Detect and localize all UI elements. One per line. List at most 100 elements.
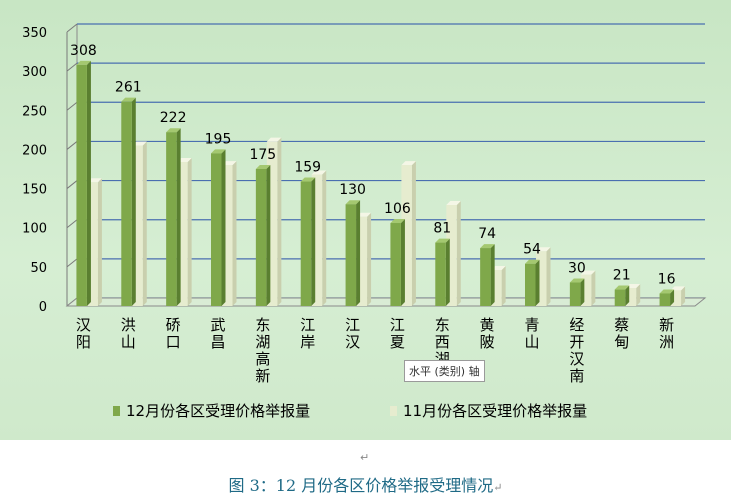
bar-nov-side <box>187 157 192 306</box>
bar-nov-side <box>636 283 641 306</box>
bar-dec <box>659 293 671 306</box>
bar-nov-top <box>222 161 237 166</box>
bar-dec-side <box>625 285 630 306</box>
category-label: 武昌 <box>210 316 225 351</box>
bar-nov-side <box>322 170 327 306</box>
data-label: 81 <box>433 221 451 237</box>
bar-dec-top <box>435 238 450 243</box>
category-label: 江岸 <box>300 316 315 351</box>
bar-nov-side <box>456 201 461 306</box>
bar-nov-top <box>580 270 596 275</box>
bar-nov-top <box>266 137 282 142</box>
data-label: 195 <box>205 131 232 147</box>
bar-dec-side <box>86 60 91 306</box>
category-label: 经开汉南 <box>569 316 584 385</box>
bar-dec-side <box>266 165 271 306</box>
gridline-depth <box>66 23 78 33</box>
bar-dec <box>525 263 536 306</box>
data-label: 106 <box>384 201 411 217</box>
bar-nov-side <box>142 141 147 306</box>
y-tick-label: 150 <box>22 183 47 198</box>
bar-dec-side <box>535 259 540 306</box>
bar-nov-side <box>591 270 596 306</box>
bar-nov <box>87 182 98 306</box>
caption-mark: ↵ <box>493 481 503 494</box>
bar-dec-side <box>356 200 361 306</box>
bar-dec-top <box>300 177 316 182</box>
data-label: 16 <box>658 271 676 287</box>
bar-dec <box>300 181 312 306</box>
y-tick-label: 100 <box>22 222 47 237</box>
bar-dec-top <box>166 128 181 133</box>
bar-nov <box>536 251 547 306</box>
bar-dec <box>390 223 401 306</box>
category-label: 硚口 <box>166 316 181 351</box>
bar-nov-top <box>491 265 506 270</box>
category-label: 江汉 <box>345 316 360 351</box>
bar-nov-side <box>501 265 506 306</box>
paragraph-mark: ↵ <box>360 451 370 464</box>
bar-dec-side <box>311 177 316 306</box>
chart-area: 0 50 100 150 200 250 300 350 308 汉阳 261 洪山 222 硚口 195 武… <box>0 0 731 440</box>
bar-nov-top <box>177 157 192 162</box>
data-label: 261 <box>115 80 142 96</box>
category-label: 蔡甸 <box>614 316 629 351</box>
data-label: 54 <box>523 242 541 258</box>
chart-floor <box>65 297 707 307</box>
legend-label-dec: 12月份各区受理价格举报量 <box>126 402 310 420</box>
bar-nov-side <box>277 137 282 306</box>
bar-dec-side <box>131 97 136 306</box>
gridline-depth <box>66 62 78 72</box>
bar-dec <box>76 64 87 306</box>
bar-dec-top <box>569 278 585 283</box>
bar-nov-side <box>546 247 551 306</box>
bar-dec-top <box>480 244 495 249</box>
category-label: 东西湖 <box>435 316 450 368</box>
bar-dec-side <box>176 128 181 306</box>
bar-dec-side <box>221 149 226 306</box>
bar-nov-top <box>87 178 102 183</box>
bar-dec <box>614 289 626 306</box>
y-tick-label: 0 <box>39 300 47 315</box>
caption-text: 图 3：12 月份各区价格举报受理情况 <box>228 476 494 495</box>
data-label: 308 <box>70 43 97 59</box>
bar-nov-top <box>356 212 372 217</box>
legend-label-nov: 11月份各区受理价格举报量 <box>403 402 587 420</box>
legend-swatch-dec <box>113 406 120 416</box>
bar-dec-top <box>659 289 675 294</box>
data-label: 159 <box>294 160 321 176</box>
bar-dec <box>211 153 222 306</box>
data-label: 30 <box>568 261 586 277</box>
bar-nov-top <box>625 283 641 288</box>
bar-dec-top <box>255 165 271 169</box>
y-tick-label: 300 <box>22 65 47 80</box>
category-label: 江夏 <box>390 316 405 351</box>
category-label: 汉阳 <box>76 316 91 351</box>
bar-nov-side <box>367 212 372 306</box>
bar-dec-top <box>525 259 540 264</box>
bar-nov-side <box>232 161 237 306</box>
bar-dec-side <box>400 219 405 306</box>
bar-dec-side <box>490 244 495 306</box>
bar-dec <box>480 248 491 306</box>
bar-dec-top <box>121 97 136 102</box>
category-label: 黄陂 <box>480 316 495 351</box>
bar-dec-top <box>211 149 226 154</box>
bar-nov-top <box>311 170 327 175</box>
bar-chart: 0 50 100 150 200 250 300 350 308 汉阳 261 洪山 222 硚口 195 武… <box>22 23 707 420</box>
bar-nov-top <box>401 161 416 166</box>
bar-dec-top <box>345 200 361 205</box>
bar-dec-top <box>76 60 91 65</box>
gridline-depth <box>66 101 78 111</box>
bar-nov <box>266 141 278 306</box>
y-tick-label: 350 <box>22 26 47 41</box>
bar-nov-top <box>670 286 686 291</box>
bar-dec <box>166 132 177 306</box>
bar-nov <box>670 290 682 306</box>
bar-nov <box>446 205 457 306</box>
bar-nov <box>356 216 368 306</box>
category-label: 新洲 <box>659 316 674 351</box>
bar-dec <box>121 101 132 306</box>
category-label: 洪山 <box>121 316 136 351</box>
y-tick-label: 250 <box>22 104 47 119</box>
